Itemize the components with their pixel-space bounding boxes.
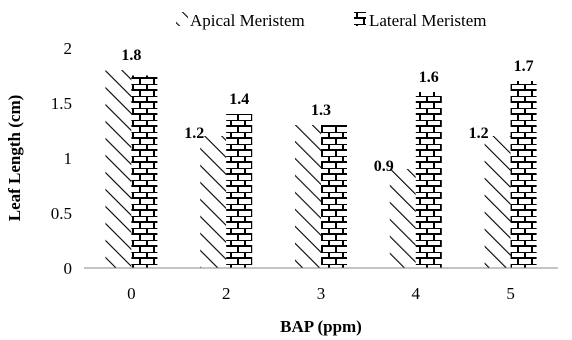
legend-label-lateral: Lateral Meristem bbox=[369, 11, 487, 30]
bar-lateral-meristem-2 bbox=[226, 114, 253, 268]
legend-swatch-apical bbox=[176, 12, 188, 26]
data-labels-group: 1.8 1.2 1.4 1.3 0.9 1.6 1.2 1.7 bbox=[121, 47, 533, 175]
y-tick-label-1-5: 1.5 bbox=[51, 94, 72, 113]
bar-apical-meristem-2 bbox=[200, 136, 227, 268]
bar-lateral-meristem-4 bbox=[415, 92, 442, 268]
legend-label-apical: Apical Meristem bbox=[190, 11, 305, 30]
bar-lateral-meristem-3 bbox=[321, 125, 347, 268]
bar-lateral-meristem-5 bbox=[510, 81, 537, 268]
data-label-5-7: 1.7 bbox=[514, 58, 534, 75]
bars-group bbox=[105, 70, 537, 268]
y-axis: 0 0.5 1 1.5 2 bbox=[51, 39, 72, 278]
x-tick-label-5: 5 bbox=[506, 284, 515, 303]
bar-apical-meristem-0 bbox=[105, 70, 132, 268]
data-label-5-6: 1.2 bbox=[469, 125, 489, 142]
y-tick-label-2: 2 bbox=[64, 39, 73, 58]
data-label-2-1: 1.2 bbox=[184, 125, 204, 142]
bar-apical-meristem-4 bbox=[389, 169, 416, 268]
x-tick-label-2: 2 bbox=[222, 284, 231, 303]
y-tick-label-0-5: 0.5 bbox=[51, 204, 72, 223]
chart-legend: Apical Meristem Lateral Meristem bbox=[176, 11, 487, 30]
legend-item-lateral: Lateral Meristem bbox=[354, 11, 487, 30]
bar-apical-meristem-3 bbox=[295, 125, 321, 268]
legend-swatch-lateral bbox=[354, 12, 366, 26]
x-axis-title: BAP (ppm) bbox=[280, 317, 362, 336]
data-label-2-2: 1.4 bbox=[229, 91, 249, 108]
x-tick-label-0: 0 bbox=[127, 284, 136, 303]
legend-item-apical: Apical Meristem bbox=[176, 11, 305, 30]
data-label-0-0: 1.8 bbox=[121, 47, 141, 64]
data-label-4-4: 0.9 bbox=[374, 158, 394, 175]
x-axis: 0 2 3 4 5 bbox=[127, 284, 515, 303]
x-tick-label-3: 3 bbox=[317, 284, 326, 303]
data-label-4-5: 1.6 bbox=[419, 69, 439, 86]
y-tick-label-1: 1 bbox=[64, 149, 73, 168]
bar-apical-meristem-5 bbox=[484, 136, 511, 268]
y-tick-label-0: 0 bbox=[64, 259, 73, 278]
data-label-3-3: 1.3 bbox=[311, 102, 331, 119]
bar-lateral-meristem-0 bbox=[131, 75, 158, 268]
y-axis-title: Leaf Length (cm) bbox=[5, 95, 24, 222]
x-tick-label-4: 4 bbox=[412, 284, 421, 303]
